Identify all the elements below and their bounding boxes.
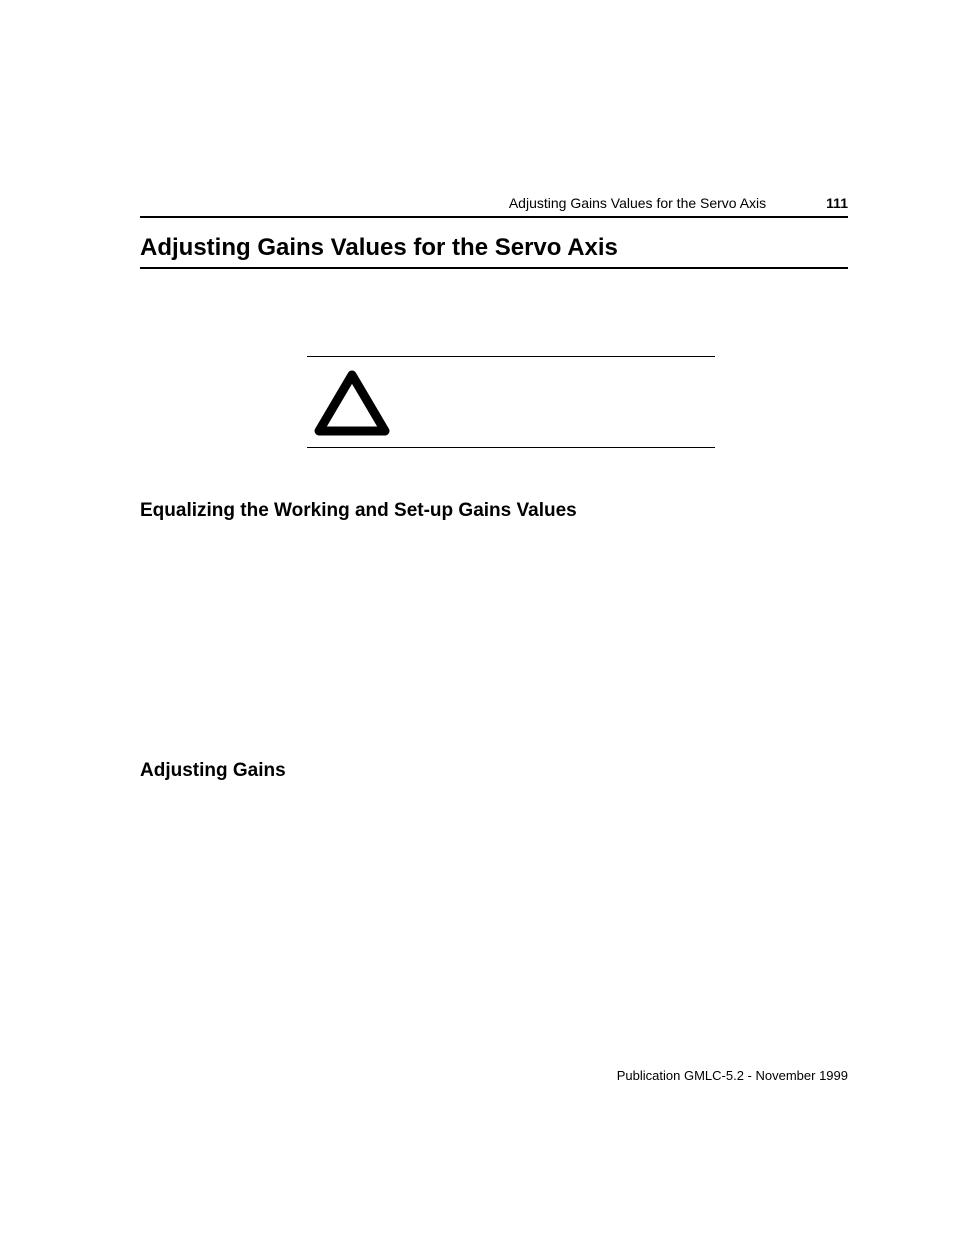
warning-triangle-icon: [313, 369, 391, 442]
publication-footer: Publication GMLC-5.2 - November 1999: [617, 1068, 848, 1083]
attention-block: [307, 356, 715, 448]
running-header: Adjusting Gains Values for the Servo Axi…: [140, 195, 848, 211]
title-rule: [140, 267, 848, 269]
header-rule: [140, 216, 848, 218]
attention-body: [307, 357, 715, 447]
page-number: 111: [826, 195, 848, 211]
running-header-title: Adjusting Gains Values for the Servo Axi…: [509, 195, 766, 211]
page-title: Adjusting Gains Values for the Servo Axi…: [140, 234, 848, 262]
document-page: Adjusting Gains Values for the Servo Axi…: [0, 0, 954, 1235]
section-heading-adjusting: Adjusting Gains: [140, 760, 286, 782]
attention-bottom-rule: [307, 447, 715, 448]
section-heading-equalizing: Equalizing the Working and Set-up Gains …: [140, 500, 577, 522]
